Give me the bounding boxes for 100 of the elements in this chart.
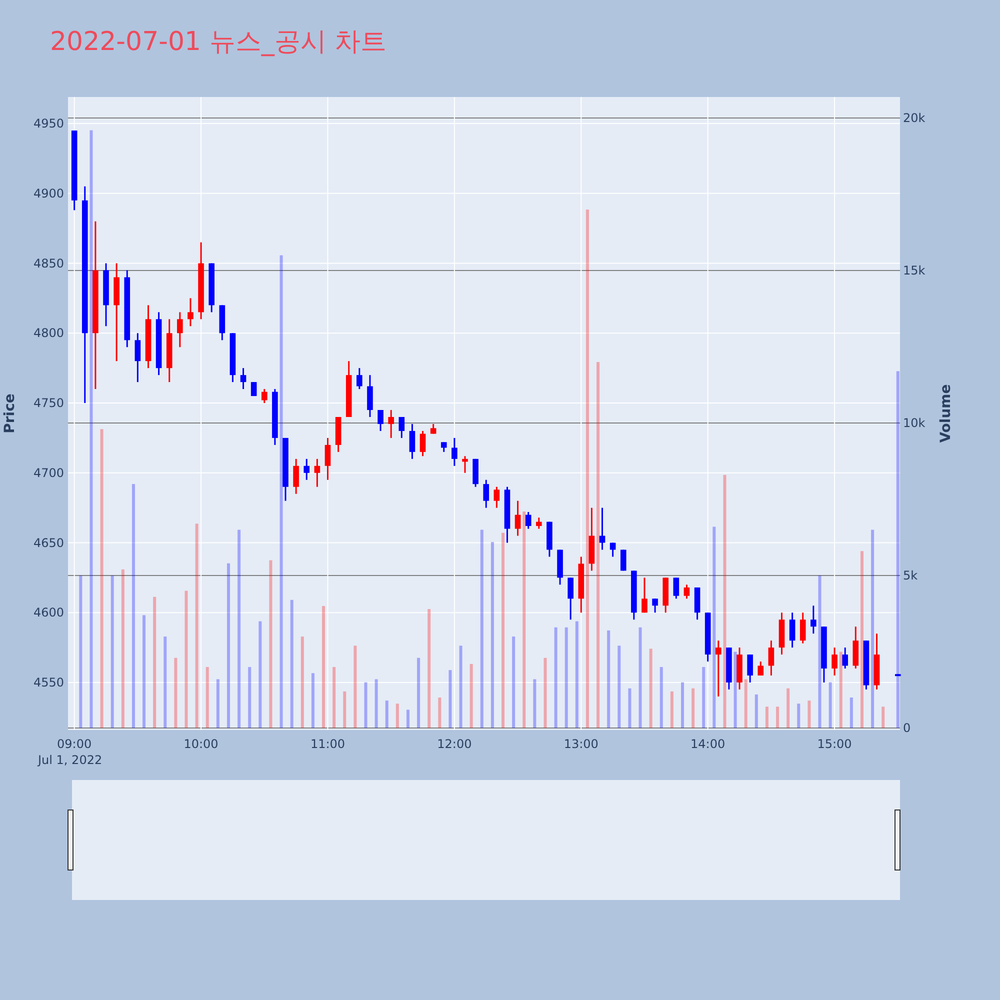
bar <box>628 688 632 728</box>
bar <box>322 606 326 728</box>
bar <box>786 688 790 728</box>
candlestick <box>673 576 680 600</box>
candlestick <box>514 500 521 537</box>
bar <box>343 691 346 728</box>
bar <box>142 615 146 728</box>
bar <box>797 704 800 728</box>
candlestick <box>430 423 436 435</box>
bar <box>522 511 526 728</box>
y-tick-label: 4950 <box>33 116 64 131</box>
candlestick <box>642 576 648 614</box>
candlestick <box>134 332 141 383</box>
x-tick-label: 09:00 Jul 1, 2022 <box>37 737 102 767</box>
candlestick <box>715 640 722 698</box>
candlestick <box>599 507 606 550</box>
bar <box>839 652 842 728</box>
candlestick <box>324 437 331 481</box>
bar <box>723 474 726 728</box>
bar <box>438 698 442 728</box>
bar <box>607 630 610 728</box>
y2-tick-label: 0 <box>903 721 911 736</box>
candlestick <box>367 374 373 418</box>
bar <box>374 679 378 728</box>
y-tick-label: 4800 <box>33 326 64 340</box>
y2-tick-label: 10k <box>903 416 926 430</box>
y2-tick-label: 20k <box>903 111 926 126</box>
bar <box>702 667 706 728</box>
bar <box>448 670 452 728</box>
bar <box>428 609 431 728</box>
bar <box>459 646 462 728</box>
candlestick <box>304 458 310 481</box>
bar <box>90 130 93 728</box>
x-tick-label: 12:00 <box>437 737 472 751</box>
candlestick <box>420 430 426 457</box>
bar <box>226 563 230 728</box>
bar <box>364 682 368 728</box>
candlestick <box>378 409 384 432</box>
bar <box>354 646 357 728</box>
candlestick <box>536 516 542 530</box>
bar <box>290 600 294 728</box>
candlestick <box>409 423 416 460</box>
bar <box>238 530 241 728</box>
y-tick-label: 4650 <box>33 536 64 550</box>
bar <box>871 530 874 728</box>
bar <box>216 679 220 728</box>
bar <box>564 627 568 728</box>
candlestick <box>293 458 299 495</box>
bar <box>618 646 621 728</box>
x-tick-label: 13:00 <box>564 737 598 751</box>
bar <box>808 700 811 728</box>
candlestick <box>525 511 532 530</box>
bar <box>586 210 589 728</box>
y-tick-label: 4700 <box>33 466 64 480</box>
bar <box>692 688 695 728</box>
candlestick <box>747 654 753 684</box>
y-tick-label: 4850 <box>33 256 64 270</box>
bar <box>332 667 336 728</box>
bar <box>554 627 558 728</box>
bar <box>649 648 652 728</box>
bar <box>490 542 494 728</box>
bar <box>638 627 642 728</box>
chart-title: 2022-07-01 뉴스_공시 차트 <box>50 27 387 57</box>
bar <box>670 691 674 728</box>
bar <box>744 679 748 728</box>
x-tick-label: 14:00 <box>690 737 726 751</box>
y2-axis-title: Volume <box>938 384 954 443</box>
y-axis-title: Price <box>2 394 18 434</box>
bar <box>860 551 864 728</box>
bar <box>765 706 768 728</box>
candlestick <box>452 437 458 467</box>
bar <box>818 576 822 728</box>
bar <box>596 362 600 728</box>
y2-tick-label: 5k <box>903 568 918 583</box>
candlestick <box>188 297 194 327</box>
bar <box>533 679 536 728</box>
bar <box>300 636 304 728</box>
bar <box>153 596 156 728</box>
candlestick <box>177 311 183 348</box>
candlestick <box>388 409 394 439</box>
candlestick <box>568 576 574 620</box>
candlestick <box>768 640 774 676</box>
bar <box>480 530 484 728</box>
y-tick-label: 4550 <box>33 675 64 690</box>
bar <box>850 698 853 728</box>
candlestick <box>398 416 405 439</box>
y2-tick-label: 15k <box>903 264 926 278</box>
x-tick-label: 15:00 <box>817 737 852 751</box>
candlestick <box>789 612 796 648</box>
candlestick <box>810 604 816 634</box>
bar <box>174 658 178 728</box>
bar <box>258 621 262 728</box>
bar <box>544 658 547 728</box>
y-tick-label: 4600 <box>33 606 64 620</box>
candlestick <box>356 367 362 390</box>
candlestick <box>240 367 246 390</box>
bar <box>311 673 314 728</box>
candlestick <box>250 381 257 397</box>
bar <box>164 636 167 728</box>
candlestick <box>842 646 848 670</box>
